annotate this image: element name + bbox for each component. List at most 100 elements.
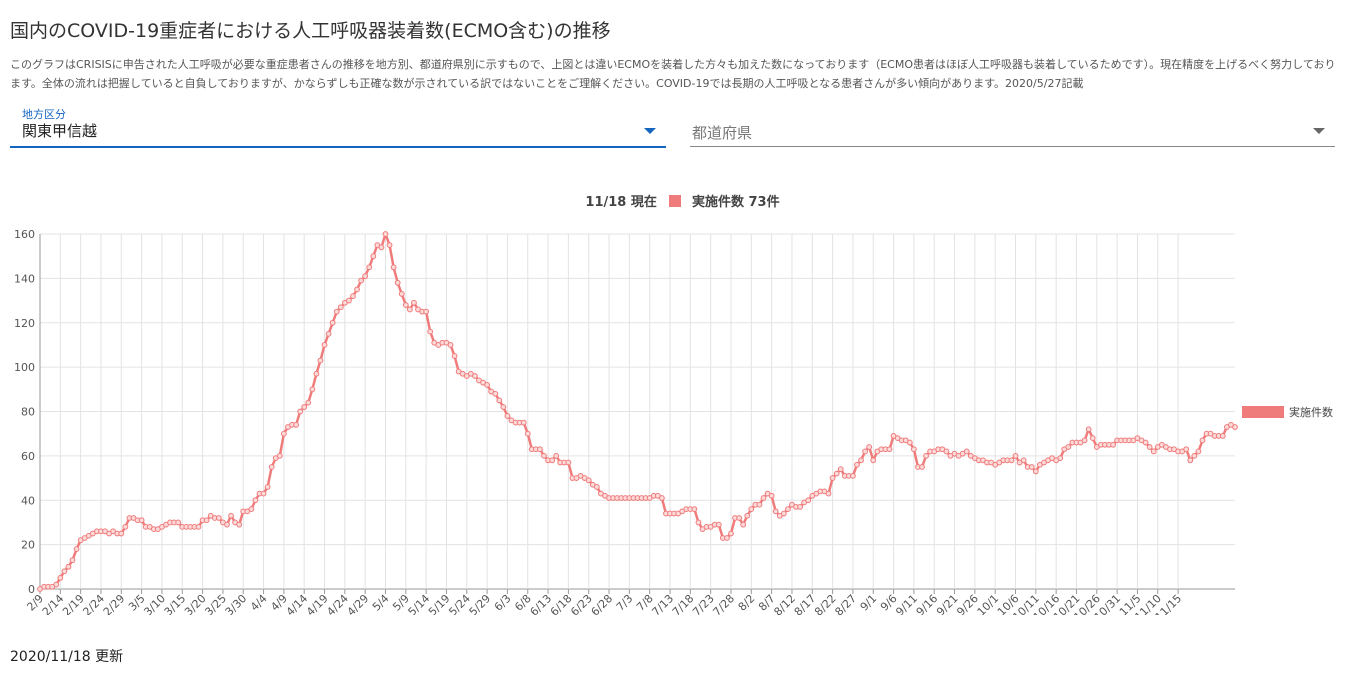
y-tick-label: 100 <box>14 361 35 374</box>
data-point <box>346 297 352 304</box>
y-tick-label: 20 <box>21 539 35 552</box>
data-point <box>57 575 64 581</box>
updated-date: 2020/11/18 更新 <box>10 649 124 665</box>
x-tick-label: 8/2 <box>736 592 758 614</box>
data-point <box>1085 426 1092 433</box>
data-point <box>313 370 320 377</box>
data-point <box>61 568 68 575</box>
chevron-down-icon[interactable] <box>1313 128 1325 134</box>
data-point <box>549 457 556 464</box>
data-point <box>1191 452 1198 459</box>
data-point <box>565 459 572 466</box>
data-point <box>772 508 779 515</box>
chart-current-date: 11/18 現在 <box>585 195 657 210</box>
data-point <box>260 490 267 497</box>
data-point <box>402 302 409 308</box>
chevron-down-icon[interactable] <box>644 128 656 134</box>
data-point <box>268 464 275 470</box>
data-point <box>1110 441 1116 448</box>
data-point <box>1065 444 1072 450</box>
data-point <box>69 557 76 564</box>
page-description: このグラフはCRISISに申告された人工呼吸が必要な重症患者さんの推移を地方別、… <box>10 58 1336 90</box>
legend-swatch <box>1242 406 1284 418</box>
data-point <box>175 519 182 526</box>
data-point <box>280 430 287 437</box>
data-point <box>833 470 840 477</box>
data-point <box>1219 433 1226 439</box>
data-point <box>858 457 864 464</box>
data-point <box>837 466 844 473</box>
data-point <box>248 506 255 513</box>
x-tick-label: 5/29 <box>467 592 494 615</box>
y-tick-label: 160 <box>14 228 35 241</box>
data-point <box>224 521 230 528</box>
data-point <box>825 490 832 497</box>
data-point <box>293 421 299 428</box>
data-point <box>923 452 929 459</box>
data-point <box>1232 424 1238 430</box>
data-point <box>195 523 202 530</box>
data-point <box>337 304 344 311</box>
data-point <box>362 273 369 280</box>
data-point <box>784 506 791 513</box>
page-title: 国内のCOVID-19重症者における人工呼吸器装着数(ECMO含む)の推移 <box>10 20 611 42</box>
x-tick-label: 7/28 <box>710 592 737 615</box>
y-tick-label: 80 <box>21 406 35 419</box>
data-point <box>496 397 503 404</box>
data-point <box>1012 452 1019 459</box>
data-point <box>366 264 373 271</box>
prefecture-select[interactable]: 都道府県 <box>690 106 1335 147</box>
x-tick-label: 8/27 <box>832 592 859 615</box>
data-point <box>301 404 308 410</box>
data-point <box>333 308 340 315</box>
data-point <box>1146 444 1153 450</box>
data-point <box>919 464 925 470</box>
data-point <box>866 444 873 450</box>
data-point <box>451 353 458 359</box>
x-tick-label: 6/3 <box>492 592 514 614</box>
data-point <box>1081 437 1088 444</box>
region-select-label: 地方区分 <box>22 108 66 121</box>
data-point <box>756 501 763 508</box>
data-point <box>740 521 747 528</box>
data-point <box>236 521 243 528</box>
data-point <box>553 452 560 459</box>
data-point <box>744 512 751 519</box>
data-point <box>862 448 869 455</box>
data-point <box>524 430 531 437</box>
data-point <box>1028 464 1035 470</box>
data-point <box>870 457 877 464</box>
data-point <box>658 495 665 501</box>
chart-header: 11/18 現在 実施件数 73件 <box>0 191 1365 210</box>
chart-legend[interactable]: 実施件数 <box>1242 404 1333 420</box>
data-point <box>447 342 454 348</box>
data-point <box>411 299 417 306</box>
data-point <box>520 419 527 426</box>
data-point <box>1057 455 1064 461</box>
data-point <box>1032 468 1039 475</box>
data-point <box>854 461 860 468</box>
data-point <box>398 291 405 297</box>
data-point <box>1020 457 1027 464</box>
data-point <box>354 286 360 293</box>
y-tick-label: 140 <box>14 272 35 285</box>
data-point <box>1199 437 1206 444</box>
data-point <box>350 293 356 300</box>
data-point <box>484 381 491 388</box>
data-point <box>760 495 767 501</box>
data-point <box>541 452 547 459</box>
region-select-value: 関東甲信越 <box>22 122 98 140</box>
data-point <box>691 506 698 513</box>
data-point <box>118 530 125 537</box>
region-select[interactable]: 地方区分 関東甲信越 <box>10 106 666 148</box>
data-point <box>297 408 304 415</box>
x-tick-label: 3/30 <box>223 592 250 615</box>
data-point <box>504 413 511 419</box>
data-point <box>910 446 917 453</box>
data-point <box>537 446 543 453</box>
data-point <box>406 306 413 313</box>
x-tick-label: 4/4 <box>248 592 270 614</box>
x-tick-label: 2/29 <box>101 592 128 615</box>
data-point <box>317 357 324 364</box>
data-point <box>715 521 722 528</box>
